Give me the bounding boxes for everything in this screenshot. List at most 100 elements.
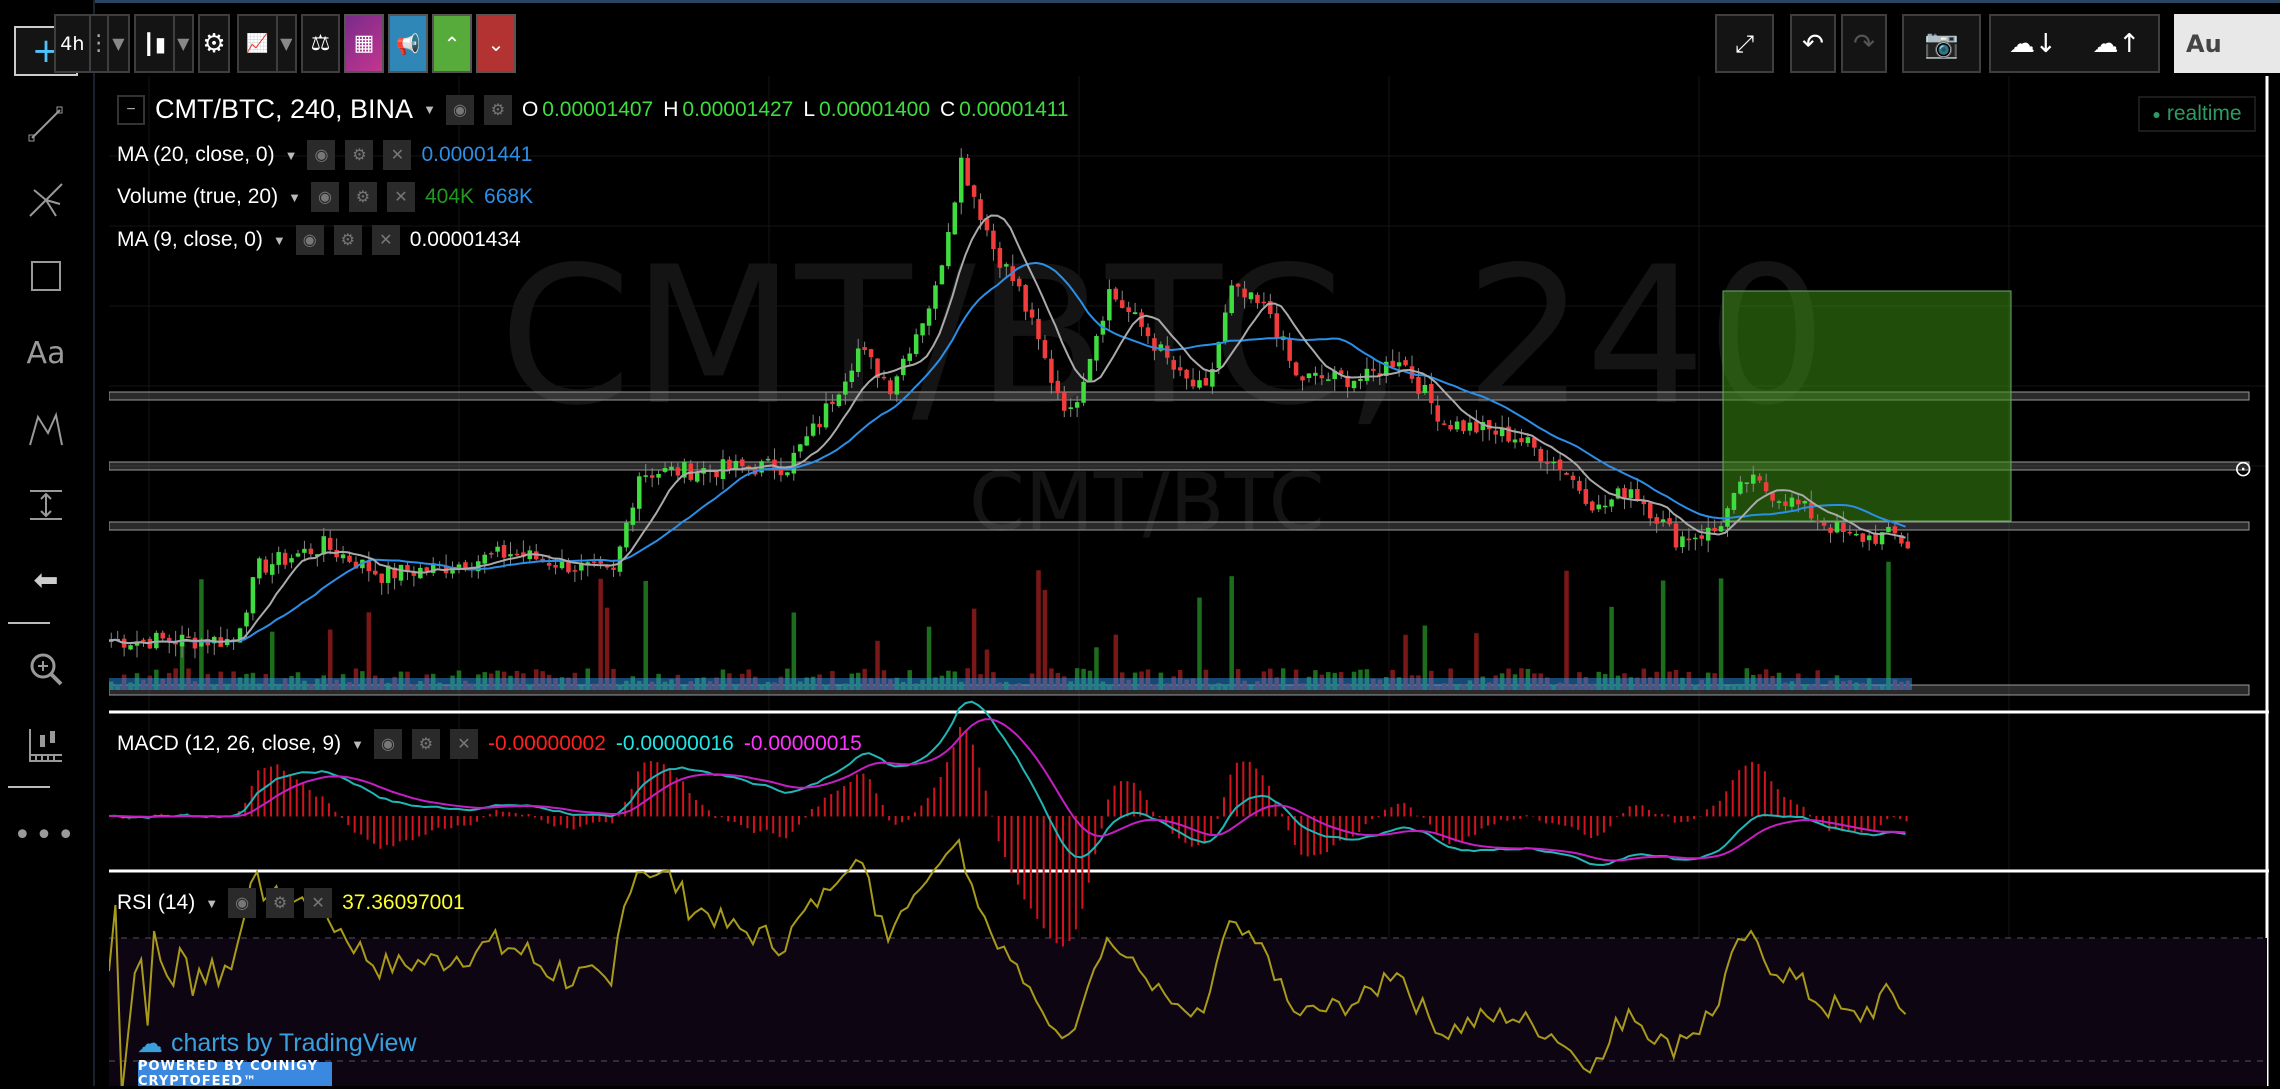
gear-icon[interactable]: ⚙ xyxy=(266,888,295,918)
gear-icon[interactable]: ⚙ xyxy=(483,94,512,125)
macd-histogram-bar xyxy=(1345,816,1348,841)
macd-histogram-bar xyxy=(418,816,421,837)
back-arrow-button[interactable]: ⬅ xyxy=(14,555,78,605)
screenshot-button[interactable]: 📷 xyxy=(1902,14,1981,73)
macd-histogram-bar xyxy=(308,789,311,817)
ma9-label[interactable]: MA (9, close, 0) xyxy=(117,228,263,251)
candle-body xyxy=(1886,526,1891,533)
macd-histogram-bar xyxy=(765,816,768,830)
macd-histogram-bar xyxy=(778,816,781,838)
chart-style-button[interactable]: ┃▮ xyxy=(136,16,175,71)
symbol-title[interactable]: CMT/BTC, 240, BINA xyxy=(155,94,414,124)
chevron-down-icon[interactable]: ▼ xyxy=(288,189,301,205)
candle-body xyxy=(675,467,681,476)
compare-button[interactable]: ⚖ xyxy=(301,14,340,73)
chevron-down-icon: ▼ xyxy=(112,34,125,53)
eye-icon[interactable]: ◉ xyxy=(228,888,257,918)
cloud-download-icon[interactable]: ☁↓ xyxy=(2008,28,2057,59)
rsi-label[interactable]: RSI (14) xyxy=(117,891,196,914)
chevron-down-icon[interactable]: ▼ xyxy=(284,147,298,163)
cube-button[interactable]: ▦ xyxy=(344,14,384,73)
tradingview-logo[interactable]: ☁ charts by TradingView xyxy=(137,1028,417,1059)
candle-body xyxy=(1293,362,1299,376)
chevron-down-icon[interactable]: ▼ xyxy=(423,102,436,117)
chart-canvas[interactable]: ⊙ xyxy=(109,76,2269,1086)
buy-button[interactable]: ⌃ xyxy=(432,14,472,73)
chart-style-dropdown[interactable]: ▼ xyxy=(175,16,192,71)
candle-body xyxy=(1074,402,1080,408)
candle-body xyxy=(1403,360,1408,366)
announce-button[interactable]: 📢 xyxy=(388,14,428,73)
measure-tool-button[interactable] xyxy=(14,480,78,530)
macd-histogram-bar xyxy=(566,816,569,829)
candle-body xyxy=(1763,482,1769,492)
macd-histogram-bar xyxy=(424,816,427,835)
ma20-label[interactable]: MA (20, close, 0) xyxy=(117,143,275,166)
candle-body xyxy=(669,466,674,471)
sell-button[interactable]: ⌄ xyxy=(476,14,516,73)
collapse-button[interactable]: − xyxy=(117,94,145,125)
trend-line-tool-button[interactable] xyxy=(14,99,78,149)
redo-button[interactable]: ↷ xyxy=(1841,14,1887,73)
eye-icon[interactable]: ◉ xyxy=(310,182,339,212)
gear-icon[interactable]: ⚙ xyxy=(333,225,362,255)
macd-histogram-bar xyxy=(1680,816,1683,823)
chevron-down-icon[interactable]: ▼ xyxy=(272,232,286,248)
macd-label[interactable]: MACD (12, 26, close, 9) xyxy=(117,732,342,755)
gear-icon[interactable]: ⚙ xyxy=(345,140,374,170)
macd-histogram-bar xyxy=(1113,785,1116,817)
close-icon[interactable]: ✕ xyxy=(371,225,400,255)
zoom-in-button[interactable] xyxy=(14,644,78,694)
volume-label[interactable]: Volume (true, 20) xyxy=(117,185,279,208)
close-icon[interactable]: ✕ xyxy=(383,140,412,170)
candle-body xyxy=(1068,407,1073,409)
gear-icon[interactable]: ⚙ xyxy=(411,729,440,759)
indicator-ruler-button[interactable] xyxy=(14,720,78,770)
megaphone-icon: 📢 xyxy=(395,31,421,56)
settings-button[interactable]: ⚙ xyxy=(198,14,230,73)
close-icon[interactable]: ✕ xyxy=(449,729,478,759)
pitchfork-tool-button[interactable] xyxy=(14,175,78,225)
macd-histogram-bar xyxy=(1306,816,1309,857)
close-icon[interactable]: ✕ xyxy=(304,888,333,918)
text-tool-button[interactable]: Aa xyxy=(14,328,78,378)
candle-body xyxy=(1564,472,1569,475)
cloud-upload-icon[interactable]: ☁↑ xyxy=(2092,28,2141,59)
eye-icon[interactable]: ◉ xyxy=(307,140,336,170)
macd-histogram-bar xyxy=(958,727,961,817)
candle-body xyxy=(933,285,938,309)
candle-body xyxy=(1609,499,1614,507)
interval-button[interactable]: 4h xyxy=(56,16,91,71)
macd-histogram-bar xyxy=(1731,780,1734,817)
interval-menu-button[interactable]: ⋮ xyxy=(88,16,110,71)
chart-area[interactable]: CMT/BTC, 240 CMT/BTC ⊙ xyxy=(109,76,2269,1086)
fullscreen-button[interactable]: ⤢ xyxy=(1715,14,1774,73)
undo-button[interactable]: ↶ xyxy=(1790,14,1836,73)
macd-histogram-bar xyxy=(907,816,910,820)
candle-body xyxy=(250,577,256,614)
eye-icon[interactable]: ◉ xyxy=(373,729,402,759)
coinigy-banner[interactable]: POWERED BY COINIGY CRYPTOFEED™ xyxy=(138,1059,332,1089)
macd-histogram-bar xyxy=(1641,805,1644,817)
macd-histogram-bar xyxy=(798,816,801,825)
chevron-down-icon[interactable]: ▼ xyxy=(205,895,219,911)
chevron-down-icon[interactable]: ▼ xyxy=(351,736,364,752)
macd-histogram-bar xyxy=(1499,816,1502,820)
rectangle-tool-button[interactable] xyxy=(14,251,78,301)
interval-dropdown[interactable]: ▼ xyxy=(109,16,128,71)
indicators-button[interactable]: 📈 xyxy=(239,16,278,71)
indicators-dropdown[interactable]: ▼ xyxy=(278,16,295,71)
gear-icon[interactable]: ⚙ xyxy=(348,182,377,212)
close-icon[interactable]: ✕ xyxy=(386,182,415,212)
realtime-badge[interactable]: ● realtime xyxy=(2138,96,2256,132)
candle-body xyxy=(1081,381,1086,403)
macd-legend: MACD (12, 26, close, 9) ▼ ◉ ⚙ ✕ -0.00000002… xyxy=(117,729,862,759)
auto-button[interactable]: Au xyxy=(2174,14,2280,73)
eye-icon[interactable]: ◉ xyxy=(445,94,474,125)
candle-body xyxy=(282,552,288,565)
close-value: 0.00001411 xyxy=(959,97,1069,121)
pattern-tool-button[interactable] xyxy=(14,404,78,454)
eye-icon[interactable]: ◉ xyxy=(295,225,324,255)
more-tools-button[interactable]: ••• xyxy=(13,810,78,860)
macd-histogram-bar xyxy=(752,816,755,833)
